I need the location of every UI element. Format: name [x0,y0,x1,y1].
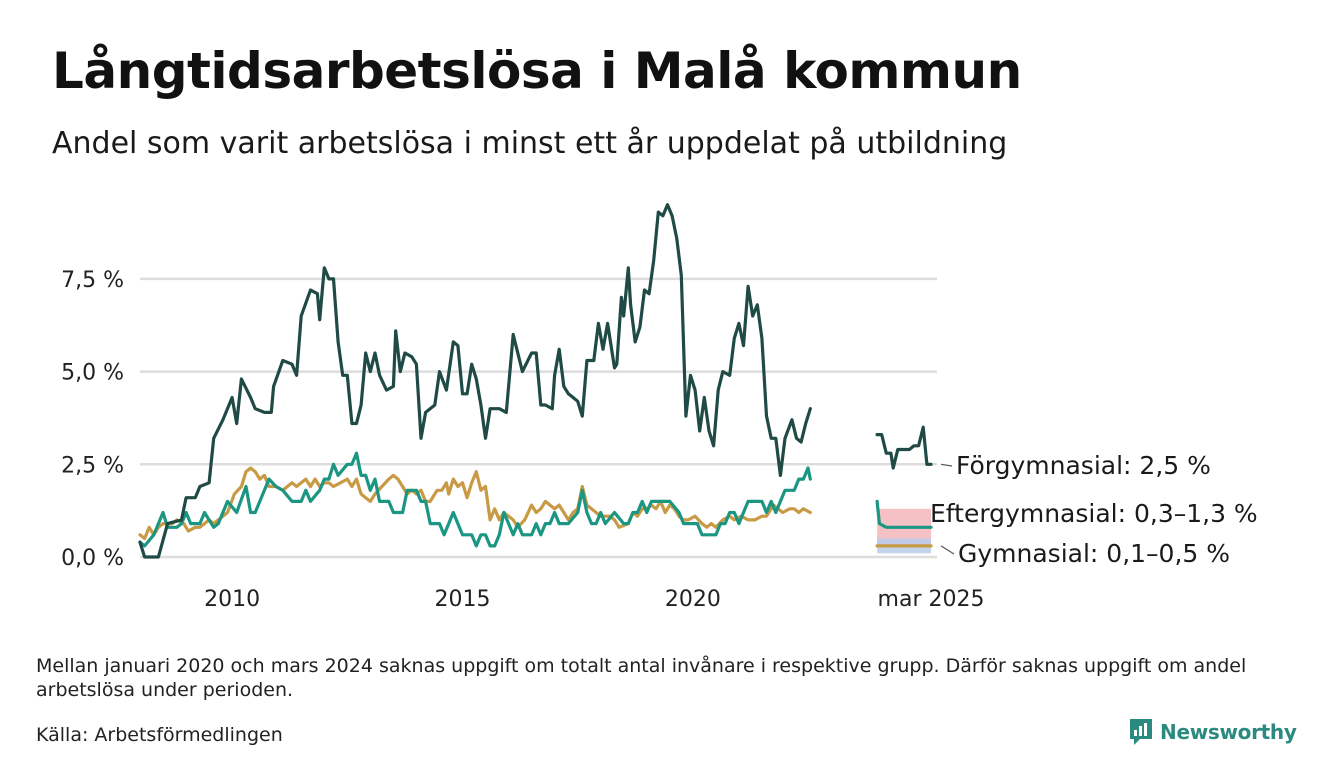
line-chart: 0,0 % 2,5 % 5,0 % 7,5 % 2010 2015 2020 mar 2025… [61,203,1258,612]
source-line: Källa: Arbetsförmedlingen [36,724,283,746]
chart-subtitle: Andel som varit arbetslösa i minst ett å… [52,126,1008,161]
y-tick-label: 7,5 % [61,268,124,293]
series-line-forgymnasial [138,203,933,559]
x-tick-label: 2020 [665,587,721,612]
y-tick-label: 2,5 % [61,453,124,478]
series-line-eftergymnasial [138,451,933,548]
brand-logo: Newsworthy [1128,717,1297,747]
footnote: Mellan januari 2020 och mars 2024 saknas… [36,655,1247,701]
gridlines [140,277,937,559]
x-tick-label: mar 2025 [878,587,985,612]
x-tick-label: 2010 [204,587,260,612]
leader-line-gymnasial [940,545,955,555]
y-tick-label: 5,0 % [61,361,124,386]
series-line-gymnasial [138,466,933,548]
axis-labels: 0,0 % 2,5 % 5,0 % 7,5 % 2010 2015 2020 mar 2025 [61,268,984,612]
leader-line-forgymnasial [940,463,953,467]
brand-name: Newsworthy [1160,720,1297,744]
newsworthy-logo-icon [1130,719,1152,745]
chart-title: Långtidsarbetslösa i Malå kommun [52,42,1022,100]
series-label-eftergymnasial: Eftergymnasial: 0,3–1,3 % [930,499,1258,528]
series-label-gymnasial: Gymnasial: 0,1–0,5 % [958,539,1230,568]
y-tick-label: 0,0 % [61,546,124,571]
series-labels: Förgymnasial: 2,5 % Eftergymnasial: 0,3–1… [930,451,1258,568]
series-lines [138,203,933,559]
series-label-forgymnasial: Förgymnasial: 2,5 % [956,451,1211,480]
x-tick-label: 2015 [434,587,490,612]
